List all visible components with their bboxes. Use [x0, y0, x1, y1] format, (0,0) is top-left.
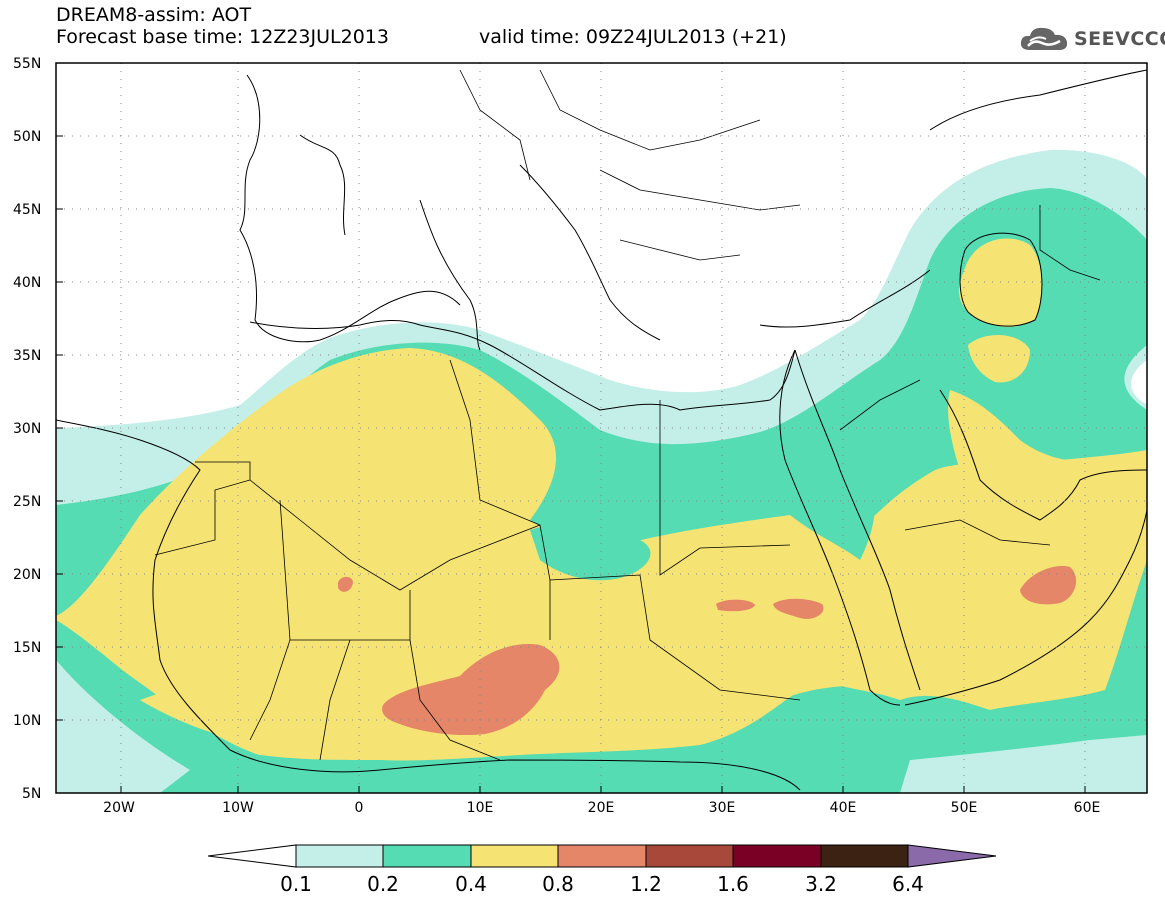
aot-contour-0.1: [900, 735, 1147, 793]
lon-label: 40E: [830, 800, 857, 816]
colorbar-labels: 0.1 0.2 0.4 0.8 1.2 1.6 3.2 6.4: [280, 872, 924, 896]
cloud-icon: [1020, 27, 1068, 50]
lon-label: 60E: [1074, 800, 1101, 816]
colorbar-label: 1.2: [630, 872, 662, 896]
colorbar-segment: [645, 844, 734, 868]
coastlines: [56, 69, 1147, 791]
lon-label: 10E: [467, 800, 494, 816]
lat-label: 20N: [13, 567, 41, 583]
colorbar-label: 3.2: [805, 872, 837, 896]
colorbar-label: 1.6: [717, 872, 749, 896]
map-title: DREAM8-assim: AOT: [56, 4, 252, 26]
colorbar-label: 6.4: [892, 872, 924, 896]
lat-label: 10N: [13, 713, 41, 729]
lat-label: 45N: [13, 202, 41, 218]
lon-label: 50E: [951, 800, 978, 816]
lon-label: 20E: [588, 800, 615, 816]
colorbar-segment: [382, 844, 472, 868]
colorbar-label: 0.4: [455, 872, 487, 896]
colorbar-segment: [470, 844, 559, 868]
aot-contour-0.1: [56, 660, 190, 793]
aot-contour-0.8: [716, 599, 755, 612]
lat-label: 30N: [13, 421, 41, 437]
graticule: [56, 63, 1147, 793]
lon-label: 30E: [709, 800, 736, 816]
aot-field: [56, 63, 1147, 793]
logo-text: SEEVCCC: [1074, 28, 1165, 50]
valid-time: valid time: 09Z24JUL2013 (+21): [479, 26, 787, 48]
aot-contour-0.2: [530, 524, 651, 581]
aot-contour-0.8: [338, 576, 353, 592]
borders: [154, 69, 1101, 761]
aot-contour-0.8: [773, 598, 824, 619]
lat-label: 35N: [13, 348, 41, 364]
axis-ticks: [56, 135, 1086, 793]
colorbar-above: [907, 844, 997, 868]
aot-contour-0.4: [968, 334, 1030, 383]
aot-contour-0.8: [1020, 566, 1077, 605]
forecast-base-time: Forecast base time: 12Z23JUL2013: [56, 26, 389, 48]
seevccc-logo: SEEVCCC: [1018, 24, 1165, 54]
lon-labels: 20W 10W 0 10E 20E 30E 40E 50E 60E: [103, 800, 1100, 816]
lat-label: 25N: [13, 494, 41, 510]
colorbar: [207, 844, 997, 868]
colorbar-segment: [732, 844, 822, 868]
lat-label: 5N: [22, 786, 41, 802]
lat-labels: 55N 50N 45N 40N 35N 30N 25N 20N 15N 10N …: [13, 56, 41, 802]
lat-label: 15N: [13, 640, 41, 656]
lat-label: 40N: [13, 275, 41, 291]
aot-contour-0.4: [948, 390, 1147, 470]
colorbar-segment: [295, 844, 384, 868]
lat-label: 55N: [13, 56, 41, 72]
aot-contour-0.2: [790, 470, 876, 560]
aot-contour-0.2: [56, 620, 1147, 793]
lat-label: 50N: [13, 129, 41, 145]
colorbar-label: 0.2: [367, 872, 399, 896]
lon-label: 20W: [103, 800, 135, 816]
lon-label: 10W: [222, 800, 254, 816]
aot-contour-0.8: [382, 644, 560, 736]
aot-contour-0.4: [959, 238, 1042, 327]
colorbar-segment: [820, 844, 909, 868]
colorbar-label: 0.1: [280, 872, 312, 896]
colorbar-label: 0.8: [542, 872, 574, 896]
lon-label: 0: [355, 800, 364, 816]
aot-contour-0.4: [140, 625, 1110, 750]
colorbar-segment: [557, 844, 647, 868]
colorbar-below: [207, 844, 297, 868]
